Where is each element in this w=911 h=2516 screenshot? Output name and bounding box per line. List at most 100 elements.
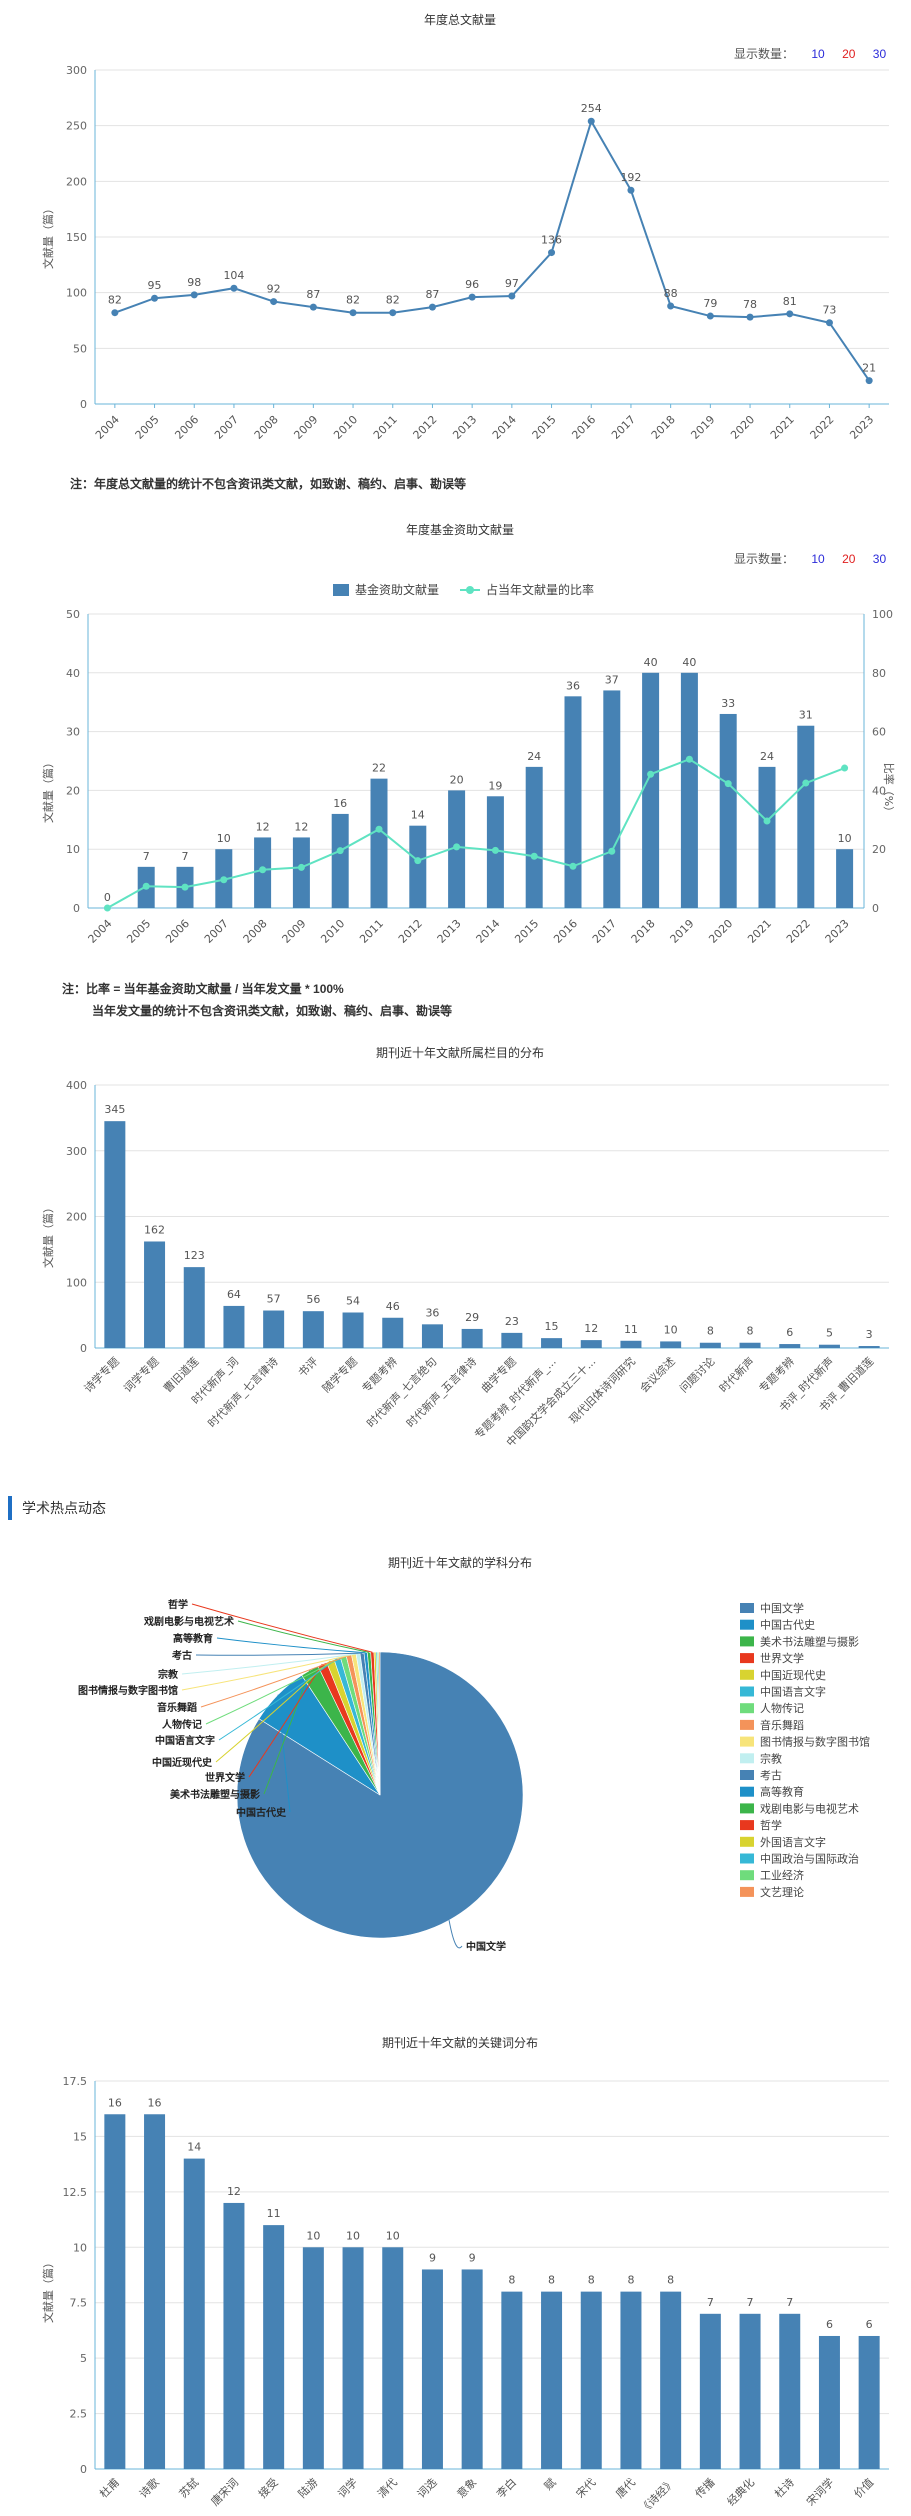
x-tick-label: 宋代 — [573, 2475, 598, 2500]
bar — [620, 1340, 642, 1348]
callout-line — [181, 1653, 354, 1691]
legend-label: 戏剧电影与电视艺术 — [760, 1801, 859, 1815]
display-20-option[interactable]: 20 — [842, 47, 856, 61]
data-point — [786, 310, 794, 318]
funded-papers-panel: 显示数量： 10 20 30 年度基金资助文献量 基金资助文献量 占当年文献量的… — [0, 510, 911, 1018]
legend-swatch — [740, 1619, 754, 1630]
bar — [421, 2269, 443, 2469]
chart2-note-2: 当年发文量的统计不包含资讯类文献，如致谢、稿约、启事、勘误等 — [92, 1004, 453, 1018]
display-30-option[interactable]: 30 — [872, 47, 887, 61]
data-label: 11 — [267, 2207, 281, 2220]
bar — [541, 1338, 563, 1348]
bar — [797, 725, 815, 908]
legend-label: 音乐舞蹈 — [760, 1718, 804, 1732]
x-tick-label: 2014 — [490, 413, 519, 442]
data-label: 20 — [450, 773, 464, 786]
bar — [461, 2269, 483, 2469]
data-point — [270, 298, 278, 306]
legend[interactable]: 基金资助文献量 占当年文献量的比率 — [333, 582, 594, 597]
callout-line — [181, 1653, 359, 1675]
column-distribution-chart: 期刊近十年文献所属栏目的分布 文献量（篇） 0 100 200 300 400 345 诗学… — [41, 1045, 889, 1449]
ratio-point — [336, 847, 344, 855]
chart2-note-1: 注：比率 = 当年基金资助文献量 / 当年发文量 * 100% — [62, 982, 344, 996]
legend-swatch — [740, 1870, 754, 1881]
data-label: 79 — [703, 297, 717, 310]
x-tick-label: 2023 — [847, 413, 876, 442]
bar — [580, 2291, 602, 2469]
x-tick-label: 2011 — [371, 413, 400, 442]
data-label: 192 — [620, 171, 641, 184]
bar — [818, 2335, 840, 2469]
funded-papers-chart: 年度基金资助文献量 基金资助文献量 占当年文献量的比率 文献量（篇） 比率（%）… — [41, 522, 896, 946]
x-tick-label: 2020 — [728, 413, 757, 442]
legend-swatch — [740, 1886, 754, 1897]
data-label: 3 — [866, 1328, 873, 1341]
data-label: 12 — [584, 1322, 598, 1335]
bar — [104, 1121, 126, 1348]
legend-bar-swatch — [333, 584, 349, 596]
bar — [183, 2158, 205, 2469]
series-line — [114, 118, 870, 382]
x-tick-label: 价值 — [852, 2476, 877, 2501]
x-tick-label: 2007 — [212, 413, 241, 442]
data-label: 6 — [826, 2318, 833, 2331]
x-tick-label: 2017 — [609, 413, 638, 442]
bar — [263, 2225, 285, 2469]
x-tick-label: 词选 — [415, 2476, 440, 2501]
legend-label: 高等教育 — [760, 1785, 804, 1799]
data-label: 36 — [425, 1306, 439, 1319]
callout-label: 宗教 — [158, 1668, 179, 1681]
data-label: 7 — [182, 850, 189, 863]
x-tick-label: 苏轼 — [176, 2475, 201, 2500]
legend-swatch — [740, 1803, 754, 1814]
legend-label: 人物传记 — [760, 1701, 804, 1715]
data-label: 73 — [822, 304, 836, 317]
y-tick-label: 50 — [66, 608, 80, 621]
x-tick-label: 词学专题 — [121, 1354, 162, 1395]
display-30-option[interactable]: 30 — [872, 552, 887, 566]
callout-line — [448, 1920, 463, 1949]
x-tick-label: 2008 — [241, 917, 270, 946]
data-label: 46 — [386, 1300, 400, 1313]
x-tick-label: 2017 — [590, 917, 619, 946]
x-tick-label: 传播 — [692, 2475, 717, 2500]
bar — [699, 1342, 721, 1348]
bar — [302, 2247, 324, 2469]
data-label: 92 — [267, 283, 281, 296]
data-label: 36 — [566, 679, 580, 692]
bar — [183, 1267, 205, 1348]
callout-label: 音乐舞蹈 — [157, 1701, 197, 1714]
x-tick-label: 2004 — [93, 413, 122, 442]
display-10-option[interactable]: 10 — [811, 552, 825, 566]
data-label: 8 — [588, 2274, 595, 2287]
keyword-distribution-panel: 期刊近十年文献的关键词分布 文献量（篇） 0 2.5 5 7.5 10 12.5 15 17.… — [0, 2030, 911, 2516]
callout-label: 哲学 — [168, 1598, 188, 1611]
legend-swatch — [740, 1820, 754, 1831]
data-point — [428, 303, 436, 311]
data-label: 15 — [545, 1320, 559, 1333]
x-tick-label: 赋 — [542, 2476, 559, 2493]
x-tick-label: 唐代 — [613, 2475, 638, 2500]
x-tick-label: 2015 — [530, 413, 559, 442]
legend-label: 文艺理论 — [760, 1885, 804, 1899]
bar — [302, 1311, 324, 1348]
data-label: 10 — [664, 1323, 678, 1336]
ratio-point — [608, 847, 616, 855]
chart-title: 期刊近十年文献的关键词分布 — [382, 2035, 538, 2050]
data-point — [190, 291, 198, 299]
x-tick-label: 曹旧道莲 — [160, 1354, 201, 1395]
x-tick-label: 唐宋词 — [208, 2475, 241, 2508]
data-label: 82 — [346, 294, 360, 307]
x-tick-label: 2013 — [450, 413, 479, 442]
display-20-option[interactable]: 20 — [842, 552, 856, 566]
display-10-option[interactable]: 10 — [811, 47, 825, 61]
ratio-point — [647, 770, 655, 778]
data-label: 254 — [581, 102, 602, 115]
x-tick-label: 接受 — [256, 2476, 281, 2501]
bar — [421, 1324, 443, 1348]
ratio-point — [802, 779, 810, 787]
data-label: 81 — [783, 295, 797, 308]
data-point — [548, 249, 556, 257]
callout-label: 中国文学 — [466, 1940, 506, 1953]
data-label: 19 — [488, 779, 502, 792]
